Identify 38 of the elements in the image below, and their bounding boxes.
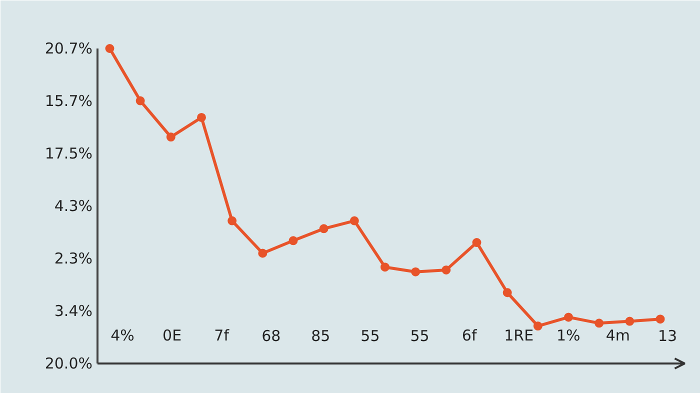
annotation: 55 (410, 327, 430, 345)
point (105, 44, 114, 53)
text: 2.3% (54, 250, 92, 268)
point (442, 265, 451, 274)
point (228, 216, 237, 226)
point (288, 236, 298, 246)
point (625, 316, 634, 326)
point (380, 262, 390, 272)
point (196, 112, 206, 122)
annotation: 13 (658, 327, 678, 345)
annotation: 0E (162, 326, 182, 344)
annotation: 55 (360, 327, 380, 345)
point (502, 288, 512, 298)
annotation: 1RE (504, 326, 534, 344)
text: 15.7% (44, 92, 93, 110)
point (594, 318, 604, 328)
annotation: 68 (262, 327, 281, 345)
annotation: 6f (462, 326, 478, 344)
text: 3.4% (54, 302, 92, 320)
text: 17.5% (44, 144, 93, 162)
text: 20.7% (44, 40, 93, 58)
point (656, 314, 665, 324)
annotation: 1% (556, 326, 580, 344)
point (258, 248, 268, 258)
annotation: 7f (214, 326, 230, 344)
annotation: 4m (606, 326, 630, 344)
point (411, 267, 420, 276)
text: 20.0% (44, 354, 93, 372)
point (166, 132, 176, 142)
point (564, 312, 574, 322)
annotation: 4% (110, 326, 134, 344)
point (319, 224, 328, 234)
point (472, 238, 482, 248)
point (533, 322, 542, 331)
point (350, 216, 359, 226)
annotation: 85 (311, 327, 330, 345)
text: 4.3% (54, 197, 92, 215)
point (136, 96, 145, 106)
